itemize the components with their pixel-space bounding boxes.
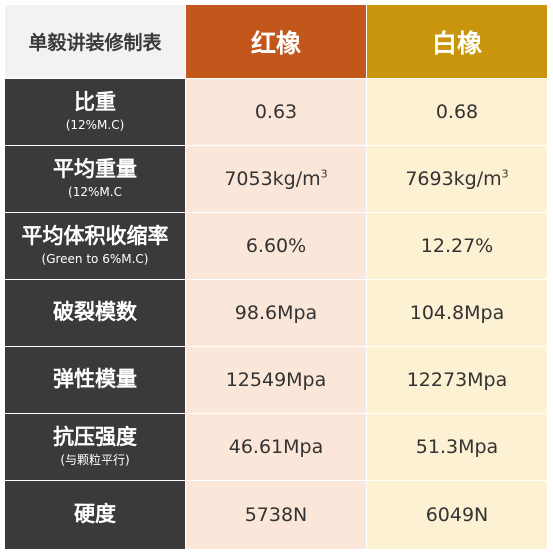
value-text: 0.68 [435,101,479,123]
value-main: 7053kg/m [224,168,321,190]
red-oak-value: 7053kg/m3 [186,146,367,213]
column-header-white-oak: 白橡 [367,5,548,79]
value-text: 0.63 [254,101,298,123]
white-oak-value: 51.3Mpa [367,414,548,481]
row-label-modulus-of-elasticity: 弹性模量 [5,347,186,414]
white-oak-value: 0.68 [367,79,548,146]
row-label-text: 抗压强度 [53,425,137,449]
table-title: 单毅讲装修制表 [28,32,162,54]
value-text: 6049N [425,504,489,526]
row-label-subtext: (12%M.C [68,185,122,200]
value-text: 51.3Mpa [415,436,499,458]
row-label-volumetric-shrinkage: 平均体积收缩率 (Green to 6%M.C) [5,213,186,280]
red-oak-value: 98.6Mpa [186,280,367,347]
value-text: 7693kg/m3 [405,168,508,190]
value-main: 7693kg/m [405,168,502,190]
row-label-subtext: (与颗粒平行) [60,453,130,468]
value-superscript: 3 [501,167,509,181]
row-label-average-weight: 平均重量 (12%M.C [5,146,186,213]
column-header-red-oak-label: 红橡 [250,28,301,58]
value-text: 104.8Mpa [409,302,505,324]
white-oak-value: 104.8Mpa [367,280,548,347]
value-text: 6.60% [245,235,307,257]
column-header-white-oak-label: 白橡 [431,28,482,58]
red-oak-value: 46.61Mpa [186,414,367,481]
row-label-subtext: (Green to 6%M.C) [41,252,149,267]
value-text: 5738N [244,504,308,526]
row-label-modulus-of-rupture: 破裂模数 [5,280,186,347]
red-oak-value: 5738N [186,481,367,550]
red-oak-value: 0.63 [186,79,367,146]
red-oak-value: 12549Mpa [186,347,367,414]
value-text: 98.6Mpa [234,302,318,324]
value-superscript: 3 [320,167,328,181]
white-oak-value: 12273Mpa [367,347,548,414]
row-label-text: 平均体积收缩率 [21,224,169,248]
row-label-specific-gravity: 比重 (12%M.C) [5,79,186,146]
white-oak-value: 7693kg/m3 [367,146,548,213]
row-label-subtext: (12%M.C) [65,118,125,133]
value-text: 7053kg/m3 [224,168,327,190]
value-text: 46.61Mpa [228,436,324,458]
row-label-compressive-strength: 抗压强度 (与颗粒平行) [5,414,186,481]
table-title-cell: 单毅讲装修制表 [5,5,186,79]
red-oak-value: 6.60% [186,213,367,280]
row-label-text: 平均重量 [53,157,137,181]
column-header-red-oak: 红橡 [186,5,367,79]
value-text: 12.27% [420,235,494,257]
row-label-text: 弹性模量 [53,367,137,392]
value-text: 12273Mpa [406,369,508,391]
row-label-text: 比重 [74,90,116,114]
value-text: 12549Mpa [225,369,327,391]
row-label-text: 破裂模数 [53,300,137,325]
row-label-hardness: 硬度 [5,481,186,550]
white-oak-value: 12.27% [367,213,548,280]
white-oak-value: 6049N [367,481,548,550]
row-label-text: 硬度 [74,502,116,527]
comparison-table: 单毅讲装修制表 红橡 白橡 比重 (12%M.C) 0.63 0.68 平均重量… [5,5,548,550]
